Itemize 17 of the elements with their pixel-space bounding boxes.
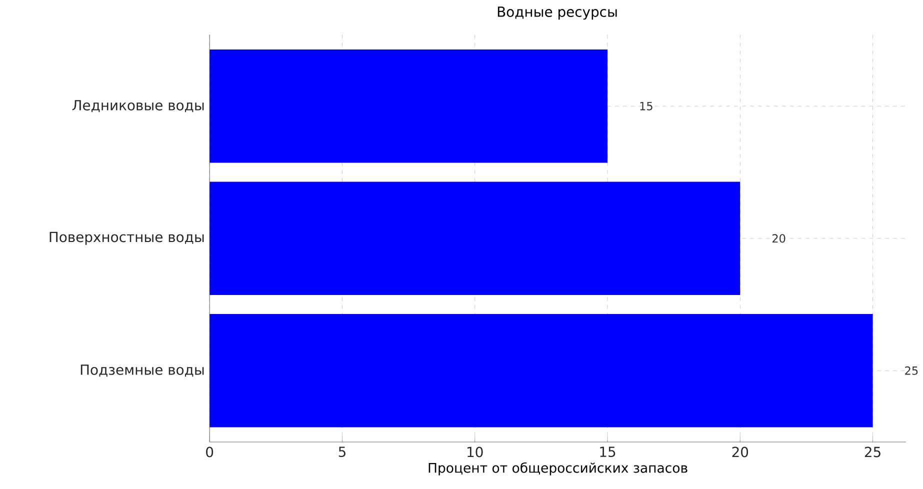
- y-tick-label: Ледниковые воды: [72, 100, 204, 112]
- y-tick-label: Подземные воды: [80, 364, 204, 377]
- bar: [210, 314, 873, 428]
- x-tick-label: 25: [864, 446, 880, 458]
- x-tick-label: 15: [600, 446, 616, 458]
- x-tick-label: 5: [338, 446, 346, 458]
- data-label: 25: [905, 366, 918, 376]
- x-tick-label: 0: [206, 446, 214, 458]
- bar: [210, 182, 740, 296]
- x-tick-label: 10: [468, 446, 483, 458]
- x-tick-label: 20: [732, 446, 748, 458]
- data-label: 15: [640, 102, 652, 110]
- chart-title: Водные ресурсы: [498, 6, 617, 20]
- y-tick-label: Поверхностные воды: [50, 232, 204, 246]
- bar: [210, 50, 608, 163]
- data-label: 20: [772, 234, 786, 243]
- x-axis-title: Процент от общероссийских запасов: [428, 462, 688, 476]
